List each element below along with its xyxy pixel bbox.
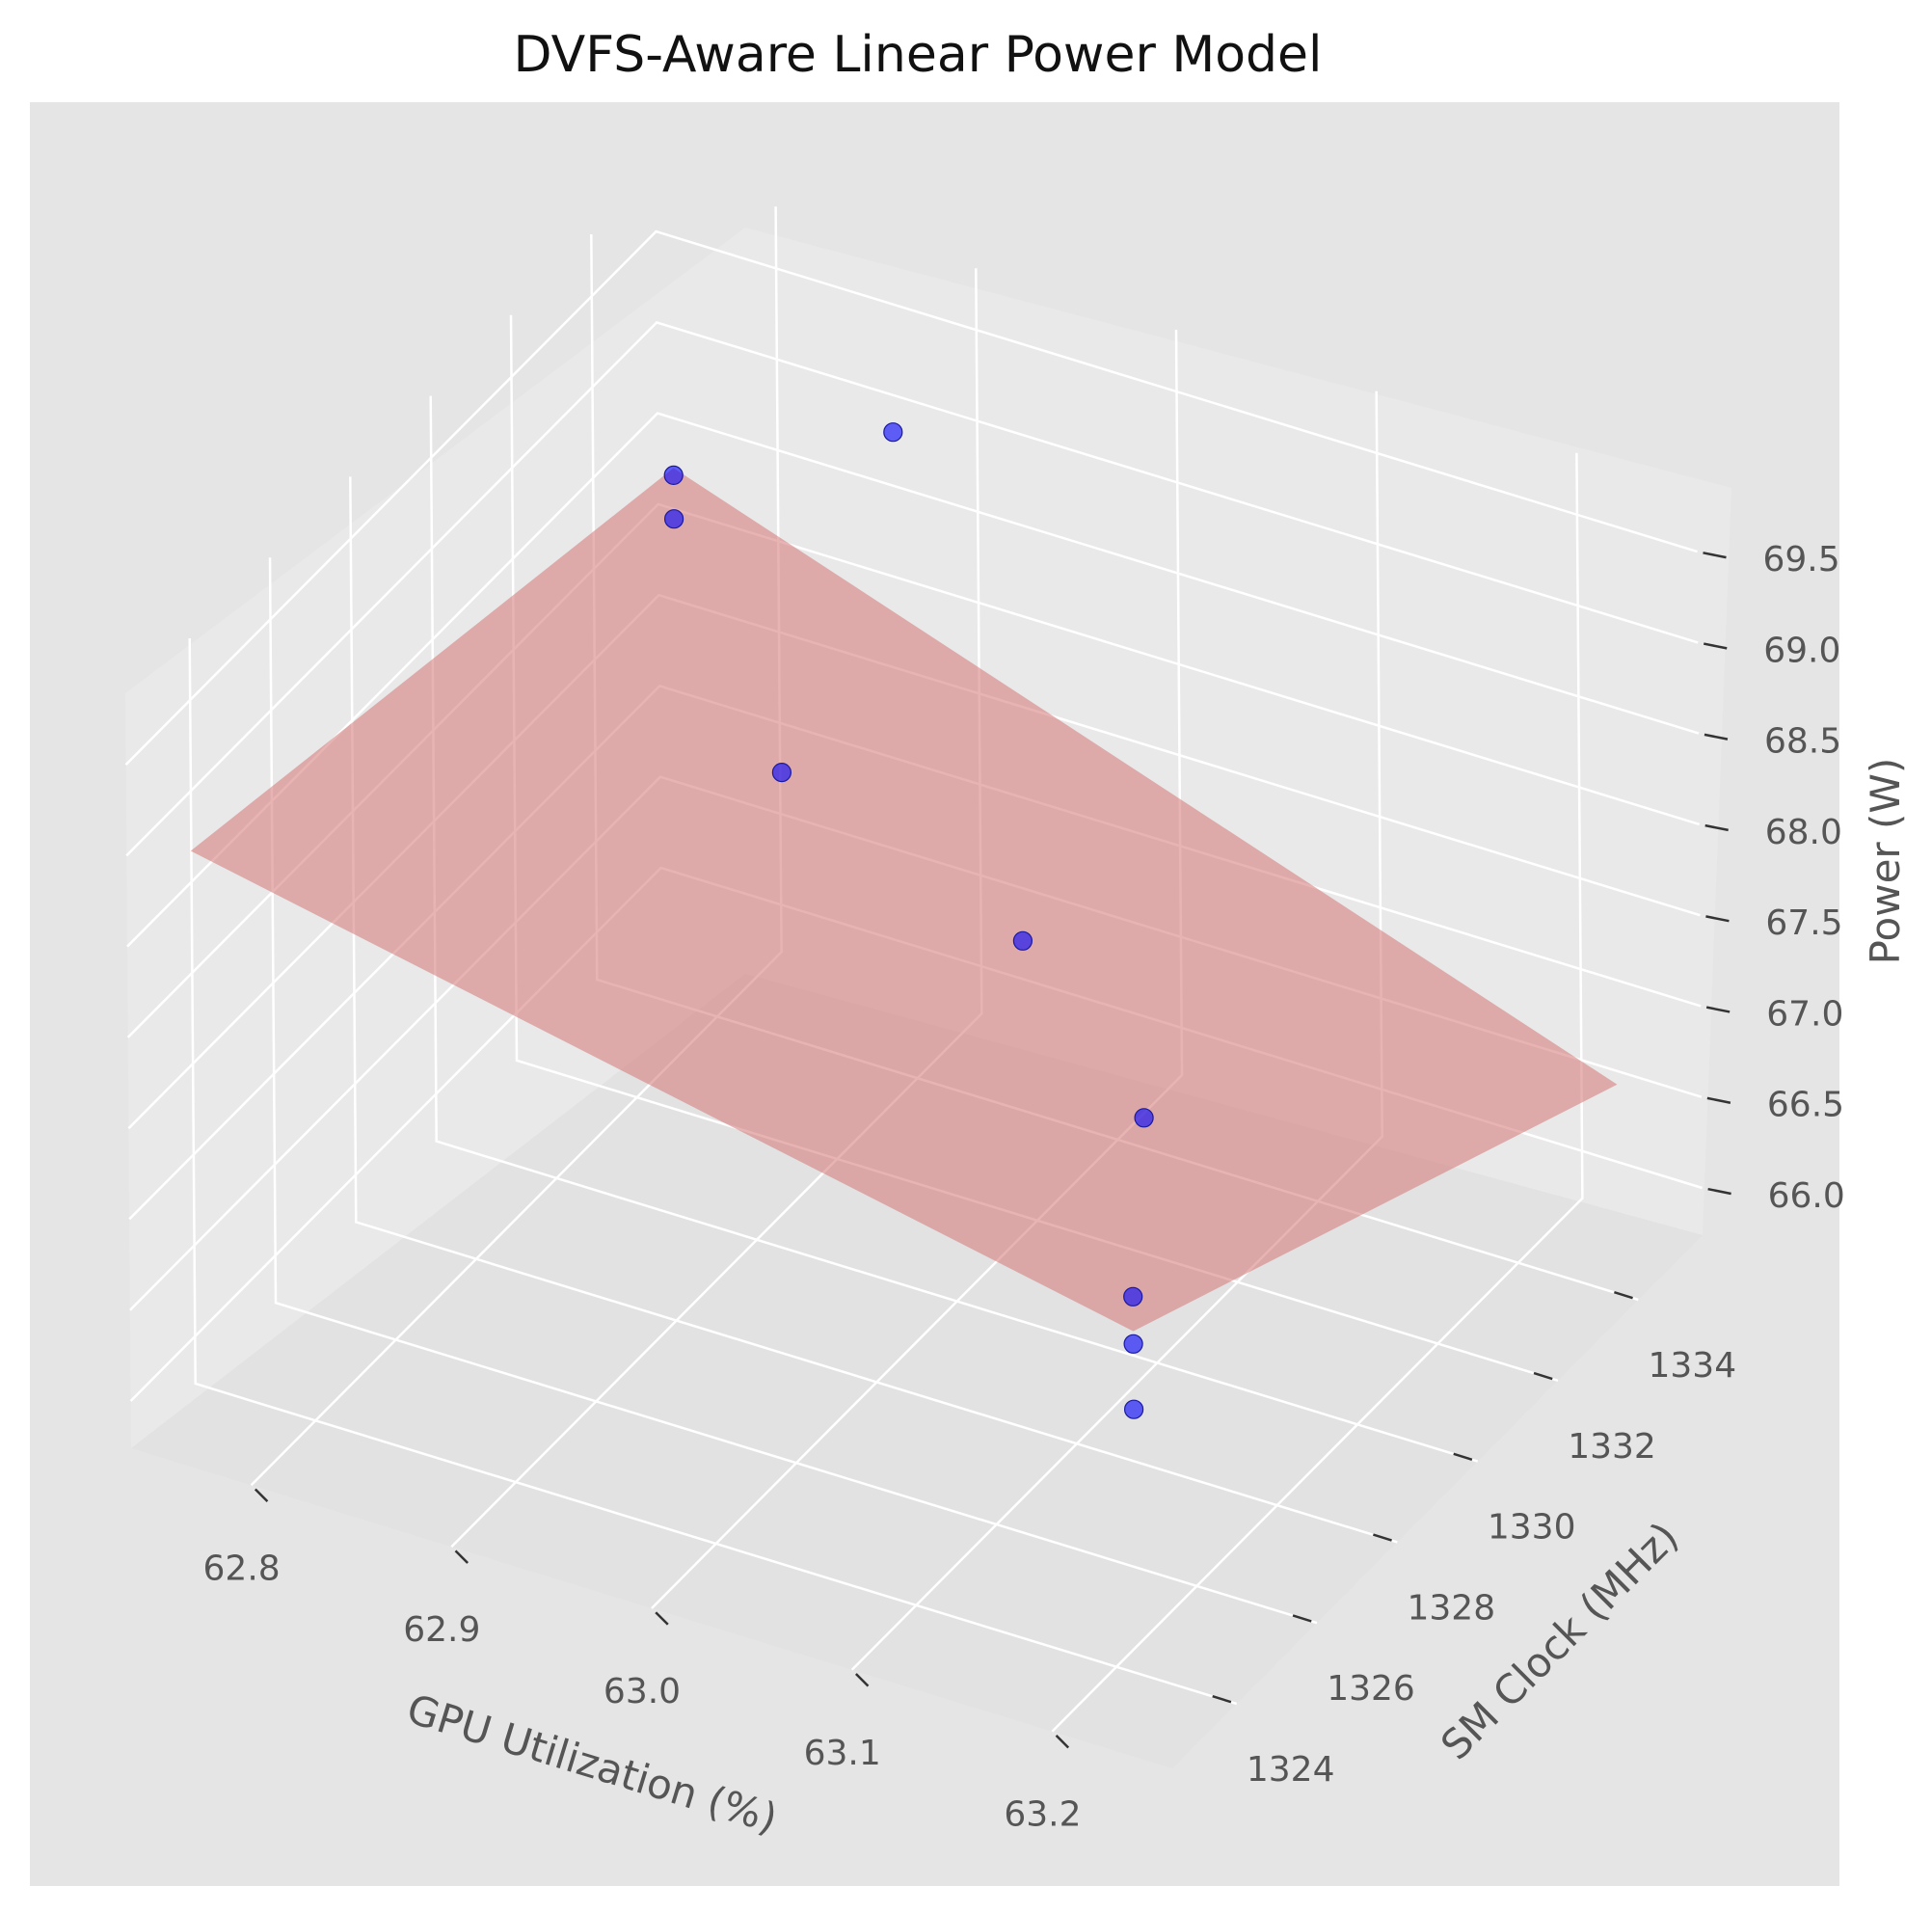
y-tick-label: 1328 bbox=[1407, 1588, 1495, 1628]
y-tick-mark bbox=[1533, 1371, 1553, 1381]
x-tick-label: 62.9 bbox=[403, 1610, 480, 1650]
x-tick-mark bbox=[655, 1611, 669, 1626]
y-tick-label: 1332 bbox=[1568, 1427, 1656, 1467]
scatter-point bbox=[1012, 930, 1033, 951]
x-tick-mark bbox=[254, 1488, 269, 1502]
surface-layer bbox=[190, 468, 1618, 1332]
y-tick-mark bbox=[1373, 1533, 1392, 1542]
gridline-y bbox=[188, 637, 1238, 1706]
y-tick-label: 1330 bbox=[1488, 1508, 1576, 1548]
gridline-z bbox=[125, 320, 1699, 857]
z-tick-label: 67.5 bbox=[1765, 903, 1842, 943]
z-tick-mark bbox=[1706, 1096, 1731, 1104]
gridline-y bbox=[429, 395, 1479, 1463]
y-tick-label: 1324 bbox=[1247, 1750, 1335, 1790]
scatter-point bbox=[663, 465, 684, 485]
scatter-point bbox=[1123, 1399, 1144, 1419]
y-tick-mark bbox=[1614, 1291, 1633, 1300]
z-tick-label: 67.0 bbox=[1766, 994, 1843, 1034]
x-tick-mark bbox=[454, 1549, 469, 1564]
y-tick-mark bbox=[1212, 1694, 1232, 1704]
z-tick-label: 66.0 bbox=[1768, 1176, 1845, 1216]
z-tick-mark bbox=[1704, 823, 1729, 832]
scatter-point bbox=[663, 509, 684, 529]
scatter-point bbox=[771, 762, 792, 783]
scatter-point bbox=[1123, 1334, 1143, 1354]
y-tick-mark bbox=[1292, 1614, 1312, 1623]
y-tick-mark bbox=[1453, 1452, 1473, 1461]
y-tick-label: 1326 bbox=[1327, 1669, 1415, 1709]
z-axis-label: Power (W) bbox=[1862, 758, 1909, 965]
x-tick-mark bbox=[855, 1673, 870, 1687]
scatter-point bbox=[1134, 1108, 1154, 1128]
z-tick-label: 69.0 bbox=[1763, 631, 1840, 670]
z-tick-mark bbox=[1704, 733, 1729, 741]
x-tick-label: 63.2 bbox=[1004, 1795, 1081, 1835]
fit-plane-surface bbox=[190, 468, 1618, 1332]
z-tick-label: 68.0 bbox=[1765, 813, 1842, 852]
gridline-z bbox=[124, 229, 1698, 766]
scatter-point bbox=[1123, 1286, 1143, 1307]
z-tick-label: 66.5 bbox=[1767, 1086, 1844, 1125]
z-tick-mark bbox=[1705, 915, 1730, 923]
z-tick-mark bbox=[1703, 552, 1727, 559]
z-tick-mark bbox=[1703, 642, 1728, 650]
ticks-layer: 62.8 62.9 63.0 63.1 63.2 1324 1326 1328 1330 1332… bbox=[203, 540, 1845, 1835]
points-layer bbox=[663, 422, 1154, 1419]
y-tick-label: 1334 bbox=[1648, 1346, 1736, 1386]
x-tick-label: 63.1 bbox=[804, 1734, 881, 1773]
x-tick-mark bbox=[1055, 1735, 1070, 1749]
z-tick-label: 69.5 bbox=[1763, 540, 1840, 579]
z-tick-mark bbox=[1707, 1187, 1731, 1196]
z-tick-label: 68.5 bbox=[1764, 722, 1841, 762]
x-tick-label: 62.8 bbox=[203, 1549, 281, 1588]
gridline-x bbox=[1051, 452, 1584, 1733]
z-tick-mark bbox=[1705, 1006, 1731, 1013]
x-tick-label: 63.0 bbox=[604, 1672, 681, 1711]
scatter-point bbox=[883, 422, 903, 443]
chart-title: DVFS-Aware Linear Power Model bbox=[514, 26, 1323, 84]
